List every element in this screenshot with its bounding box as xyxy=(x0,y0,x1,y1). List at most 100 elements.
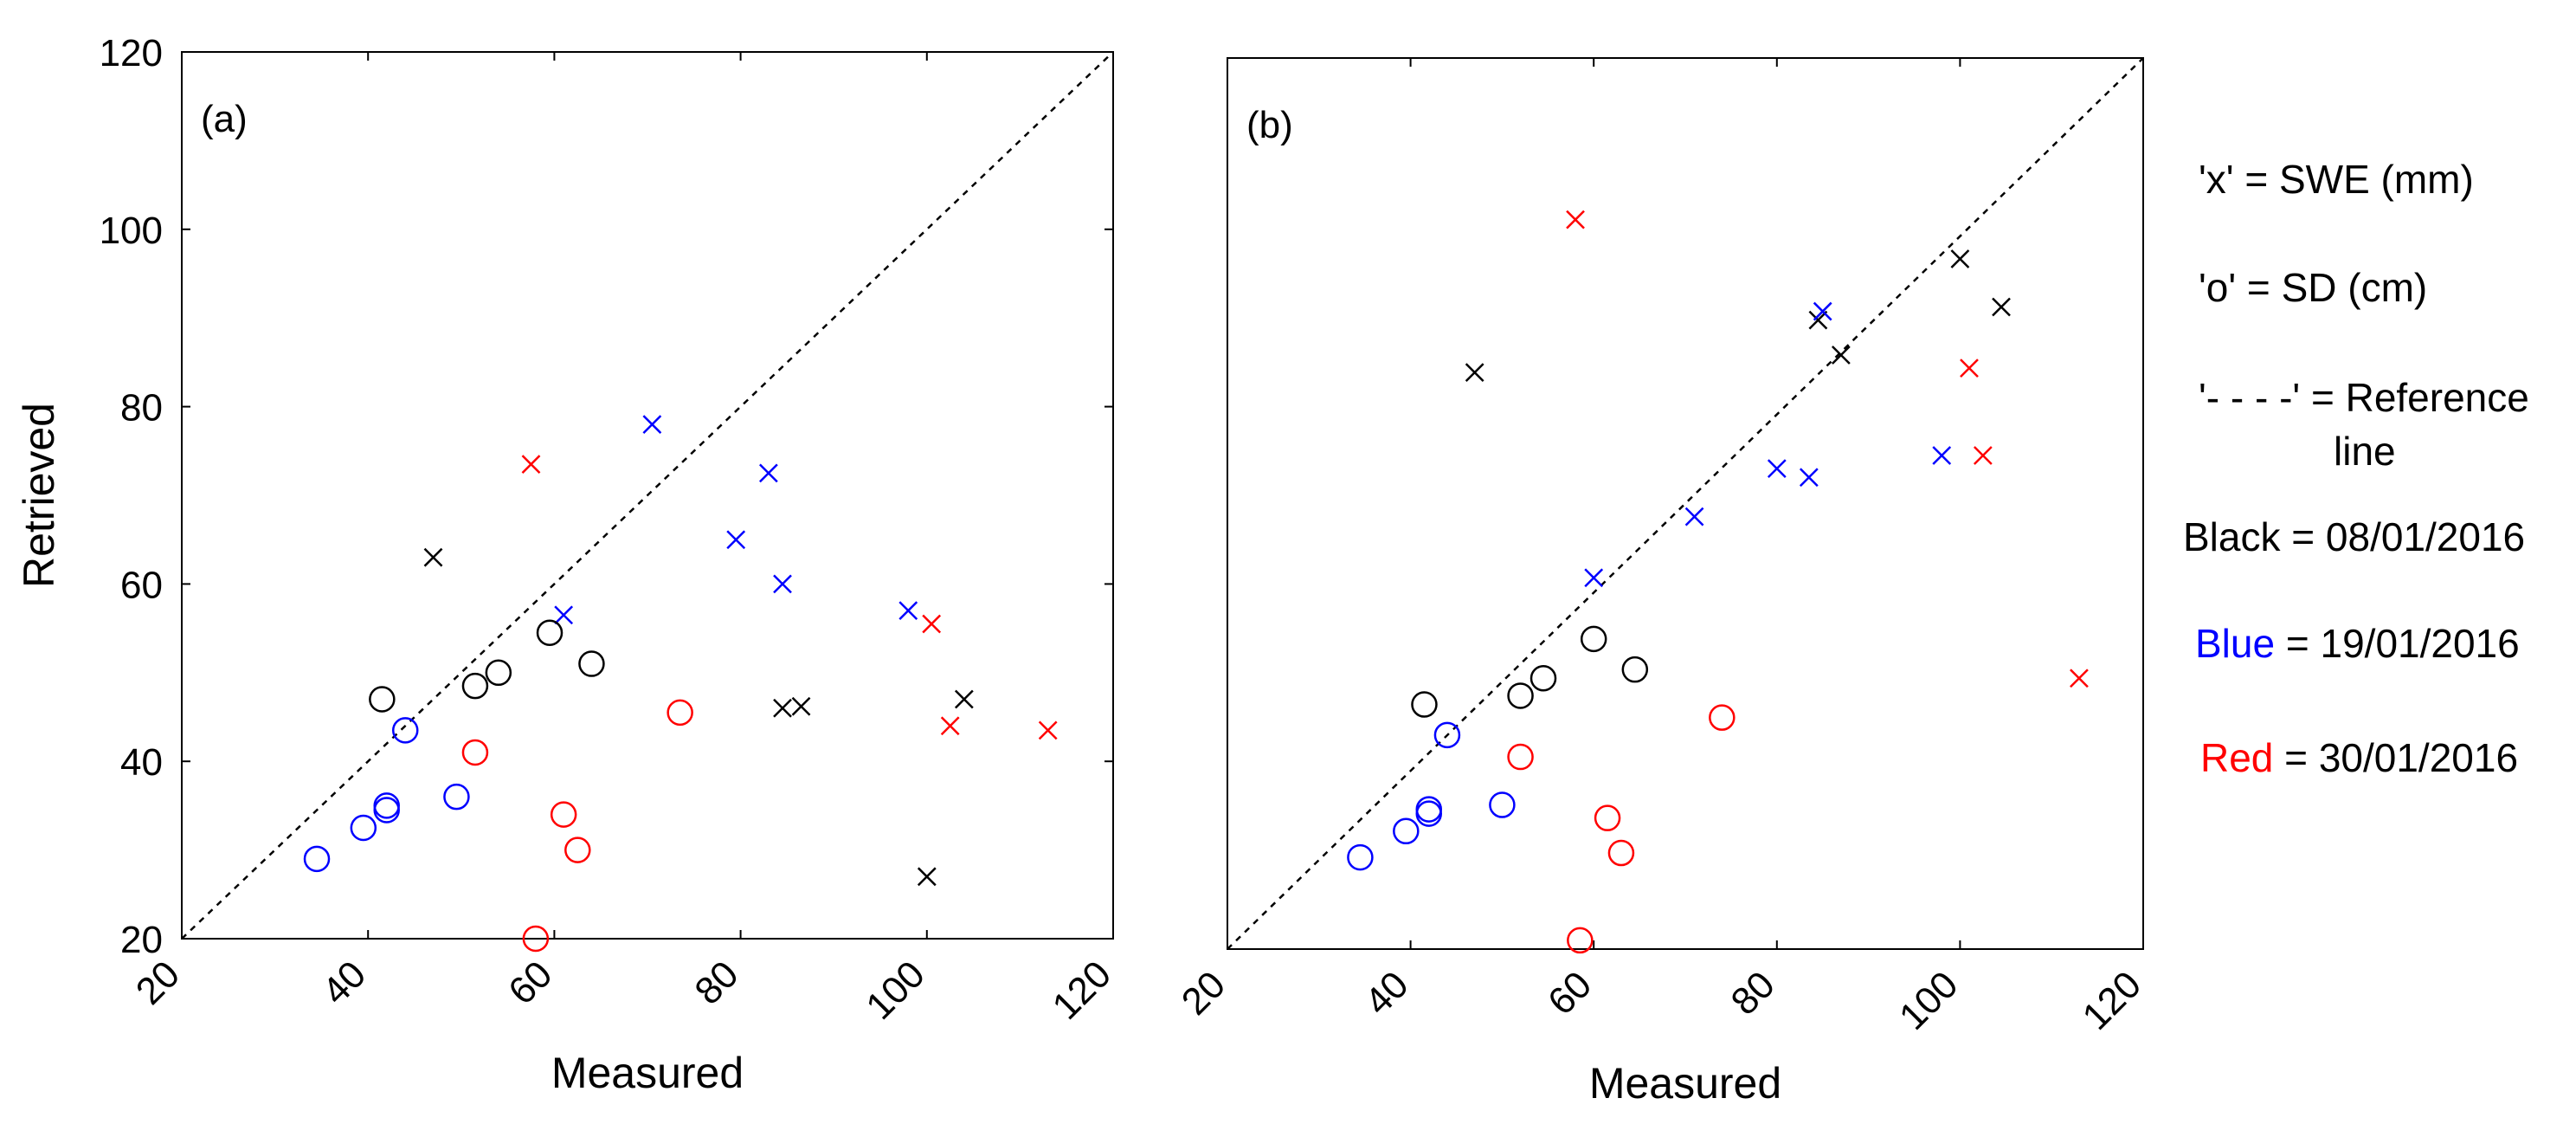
legend-black: Black = 08/01/2016 xyxy=(2183,514,2525,560)
x-axis-label: Measured xyxy=(1589,1059,1781,1108)
swe-marker xyxy=(922,614,942,634)
sd-marker xyxy=(461,739,489,766)
legend-reference-line-2: line xyxy=(2334,428,2396,475)
sd-marker xyxy=(550,801,577,828)
legend-reference-line: '- - - -' = Reference xyxy=(2199,374,2529,421)
plot-frame xyxy=(1227,57,2144,950)
swe-marker xyxy=(1799,468,1819,488)
y-tick-label: 80 xyxy=(120,387,163,430)
swe-marker xyxy=(1566,210,1585,229)
sd-marker xyxy=(303,845,331,873)
legend-sd: 'o' = SD (cm) xyxy=(2199,264,2427,311)
swe-marker xyxy=(1960,359,1979,378)
legend-black-name: Black xyxy=(2183,514,2281,559)
x-tick-label: 100 xyxy=(858,953,933,1028)
sd-marker xyxy=(391,717,419,744)
panel-a: 20 40 60 80 100 120 20 40 60 80 100 120 Retrieved Mea… xyxy=(15,32,1119,1097)
y-tick-label: 120 xyxy=(100,32,163,74)
x-tick-label: 80 xyxy=(1723,963,1783,1023)
swe-marker xyxy=(2070,669,2089,688)
sd-marker xyxy=(1393,817,1420,845)
sd-marker xyxy=(1415,800,1443,827)
sd-marker xyxy=(1607,839,1635,867)
swe-marker xyxy=(1038,720,1058,740)
legend-red: Red = 30/01/2016 xyxy=(2200,734,2518,781)
x-tick-label: 120 xyxy=(2075,963,2150,1038)
swe-marker xyxy=(954,689,974,709)
sd-marker xyxy=(667,699,693,727)
swe-marker xyxy=(726,530,746,550)
sd-marker xyxy=(1411,691,1438,718)
panel-label: (a) xyxy=(201,98,248,140)
x-tick-label: 120 xyxy=(1045,953,1120,1028)
x-axis-label: Measured xyxy=(551,1049,744,1097)
sd-marker xyxy=(522,925,550,953)
legend-blue: Blue = 19/01/2016 xyxy=(2195,620,2520,667)
swe-marker xyxy=(773,574,792,594)
swe-marker xyxy=(521,455,541,475)
sd-marker xyxy=(461,672,489,700)
y-tick-label: 40 xyxy=(120,741,163,784)
sd-marker xyxy=(1507,743,1534,771)
y-axis-label: Retrieved xyxy=(15,403,63,588)
panel-b: 20 40 60 80 100 120 Measured (b) xyxy=(1174,57,2150,1108)
legend-ref-text-1: '- - - -' = Reference xyxy=(2199,375,2529,420)
sd-marker xyxy=(1347,843,1374,871)
sd-marker xyxy=(1433,721,1461,749)
x-tick-label: 80 xyxy=(686,953,746,1012)
swe-marker xyxy=(1950,249,1970,268)
y-tick-label: 60 xyxy=(120,564,163,606)
swe-marker xyxy=(642,415,662,434)
panel-label: (b) xyxy=(1246,104,1293,146)
x-tick-label: 60 xyxy=(1540,963,1600,1023)
swe-marker xyxy=(1973,446,1993,465)
legend-black-date: = 08/01/2016 xyxy=(2280,514,2526,559)
sd-marker xyxy=(1489,791,1516,818)
x-tick-label: 100 xyxy=(1891,963,1967,1038)
legend-blue-name: Blue xyxy=(2195,621,2276,666)
legend-sd-text: 'o' = SD (cm) xyxy=(2199,265,2428,310)
swe-marker xyxy=(1813,301,1832,321)
swe-marker xyxy=(791,696,811,716)
sd-marker xyxy=(1594,804,1621,831)
swe-marker xyxy=(1767,459,1787,479)
reference-line xyxy=(181,51,1114,940)
swe-marker xyxy=(1465,363,1484,383)
legend-swe-text: 'x' = SWE (mm) xyxy=(2199,157,2474,202)
swe-marker xyxy=(773,698,792,718)
swe-marker xyxy=(940,716,960,736)
sd-marker xyxy=(369,686,396,713)
sd-marker xyxy=(1567,927,1594,954)
swe-marker xyxy=(423,547,443,567)
sd-marker xyxy=(350,814,377,842)
swe-marker xyxy=(1808,310,1828,330)
swe-marker xyxy=(898,601,918,621)
legend-red-name: Red xyxy=(2200,735,2274,780)
x-tick-label: 40 xyxy=(1356,963,1416,1023)
legend-blue-date: = 19/01/2016 xyxy=(2275,621,2520,666)
swe-marker xyxy=(1584,568,1604,588)
sd-marker xyxy=(536,619,564,646)
x-tick-label: 60 xyxy=(500,953,560,1012)
sd-marker xyxy=(564,837,591,863)
swe-marker xyxy=(758,463,778,483)
sd-marker xyxy=(1530,665,1557,692)
x-tick-label: 20 xyxy=(1174,963,1233,1023)
x-tick-label: 40 xyxy=(314,953,374,1012)
swe-marker xyxy=(1932,446,1952,465)
legend-swe: 'x' = SWE (mm) xyxy=(2199,156,2474,203)
x-tick-label: 20 xyxy=(128,953,188,1012)
sd-marker xyxy=(373,797,400,824)
swe-marker xyxy=(554,605,574,625)
sd-marker xyxy=(1507,682,1534,709)
sd-marker xyxy=(1580,625,1607,653)
y-tick-label: 20 xyxy=(120,919,163,961)
reference-line xyxy=(1227,57,2144,950)
swe-marker xyxy=(1831,346,1851,365)
sd-marker xyxy=(578,650,605,677)
sd-marker xyxy=(1621,656,1649,683)
legend-ref-text-2: line xyxy=(2334,429,2396,474)
sd-marker xyxy=(485,659,512,687)
swe-marker xyxy=(1684,507,1704,526)
